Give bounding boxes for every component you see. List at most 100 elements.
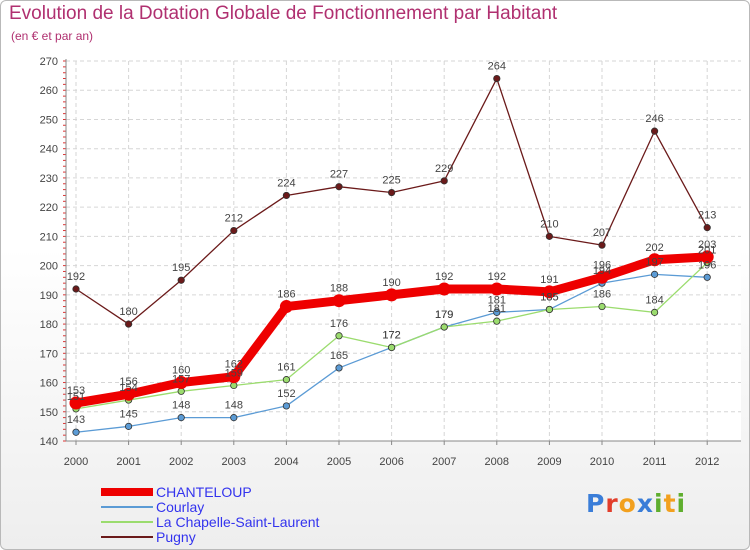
- y-tick-label: 260: [40, 85, 58, 97]
- data-label-pugny: 246: [645, 113, 663, 125]
- logo-letter: i: [654, 489, 664, 518]
- data-point-pugny: [177, 276, 185, 284]
- data-label-la-chapelle-saint-laurent: 185: [540, 291, 558, 303]
- data-point-la-chapelle-saint-laurent: [598, 302, 606, 311]
- data-point-pugny: [125, 320, 133, 328]
- data-label-la-chapelle-saint-laurent: 176: [330, 318, 348, 330]
- data-label-courlay: 197: [645, 256, 663, 268]
- x-tick-label: 2009: [537, 456, 561, 468]
- data-point-la-chapelle-saint-laurent: [440, 323, 448, 331]
- data-point-chanteloup: [595, 270, 609, 284]
- chart-title: Evolution de la Dotation Globale de Fonc…: [9, 3, 558, 24]
- data-label-chanteloup: 202: [645, 242, 663, 254]
- data-point-la-chapelle-saint-laurent: [493, 317, 501, 325]
- x-tick-label: 2008: [485, 456, 509, 468]
- data-point-pugny: [387, 188, 396, 197]
- data-label-courlay: 196: [698, 259, 716, 271]
- data-point-chanteloup: [437, 282, 451, 296]
- data-label-courlay: 165: [330, 350, 348, 362]
- data-label-la-chapelle-saint-laurent: 179: [435, 309, 453, 321]
- data-label-pugny: 192: [67, 271, 85, 283]
- y-tick-label: 240: [40, 144, 58, 156]
- data-label-chanteloup: 156: [119, 376, 137, 388]
- data-point-la-chapelle-saint-laurent: [545, 305, 554, 314]
- y-tick-label: 250: [40, 114, 58, 126]
- data-point-pugny: [650, 127, 659, 135]
- x-tick-label: 2007: [432, 456, 456, 468]
- data-point-courlay: [493, 308, 501, 316]
- data-point-courlay: [125, 422, 133, 430]
- logo-letter: o: [618, 489, 637, 518]
- data-point-la-chapelle-saint-laurent: [230, 381, 238, 390]
- data-point-chanteloup: [174, 376, 188, 390]
- y-tick-label: 150: [40, 407, 58, 419]
- data-label-la-chapelle-saint-laurent: 159: [225, 367, 243, 379]
- data-label-pugny: 210: [540, 218, 558, 230]
- data-label-chanteloup: 192: [488, 271, 506, 283]
- data-point-chanteloup: [648, 253, 662, 267]
- y-tick-label: 170: [40, 348, 58, 360]
- legend-swatch: [101, 536, 153, 538]
- legend-label: CHANTELOUP: [156, 484, 252, 500]
- data-label-courlay: 181: [488, 294, 506, 306]
- legend-swatch: [101, 521, 153, 523]
- data-point-pugny: [493, 74, 501, 83]
- data-label-la-chapelle-saint-laurent: 184: [645, 294, 663, 306]
- data-point-chanteloup: [385, 288, 399, 302]
- data-label-la-chapelle-saint-laurent: 186: [593, 289, 611, 301]
- data-label-courlay: 152: [277, 388, 295, 400]
- data-point-courlay: [650, 270, 659, 278]
- data-point-pugny: [335, 183, 343, 191]
- data-point-pugny: [230, 226, 238, 235]
- data-point-courlay: [335, 364, 343, 372]
- data-label-chanteloup: 196: [593, 259, 611, 271]
- data-label-pugny: 207: [593, 227, 611, 239]
- logo-letter: x: [636, 489, 654, 518]
- data-point-chanteloup: [332, 294, 346, 308]
- x-tick-label: 2000: [64, 456, 88, 468]
- data-label-pugny: 212: [225, 213, 243, 225]
- data-label-pugny: 225: [382, 175, 400, 187]
- y-tick-label: 160: [40, 378, 58, 390]
- y-tick-label: 200: [40, 261, 58, 273]
- data-label-chanteloup: 190: [382, 277, 400, 289]
- legend-label: Pugny: [156, 529, 196, 545]
- data-point-pugny: [703, 224, 711, 232]
- data-point-courlay: [282, 402, 290, 410]
- proxiti-logo: Proxiti: [586, 489, 686, 518]
- data-label-courlay: 172: [382, 329, 400, 341]
- data-point-pugny: [545, 232, 554, 240]
- x-tick-label: 2010: [590, 456, 614, 468]
- data-label-la-chapelle-saint-laurent: 181: [488, 303, 506, 315]
- logo-letter: i: [676, 489, 687, 518]
- data-point-pugny: [440, 177, 448, 185]
- y-tick-label: 140: [40, 436, 58, 448]
- data-label-pugny: 229: [435, 163, 453, 175]
- data-label-la-chapelle-saint-laurent: 151: [67, 391, 85, 403]
- data-point-courlay: [177, 414, 185, 422]
- data-point-chanteloup: [490, 282, 504, 296]
- x-tick-label: 2003: [222, 456, 246, 468]
- data-label-chanteloup: 192: [435, 271, 453, 283]
- data-point-courlay: [72, 428, 80, 436]
- y-tick-label: 210: [40, 231, 58, 243]
- y-tick-label: 190: [40, 290, 58, 302]
- data-label-pugny: 227: [330, 169, 348, 181]
- data-label-pugny: 195: [172, 262, 190, 274]
- data-label-pugny: 224: [277, 177, 295, 189]
- data-label-courlay: 179: [435, 309, 453, 321]
- data-point-chanteloup: [122, 387, 136, 401]
- legend-swatch: [101, 506, 153, 508]
- data-point-chanteloup: [227, 370, 241, 384]
- data-point-chanteloup: [700, 250, 714, 264]
- y-tick-label: 220: [40, 202, 58, 214]
- x-tick-label: 2001: [116, 456, 140, 468]
- data-point-courlay: [230, 414, 238, 422]
- y-tick-label: 230: [40, 173, 58, 185]
- data-label-courlay: 185: [540, 291, 558, 303]
- x-tick-label: 2005: [327, 456, 351, 468]
- data-label-courlay: 145: [119, 408, 137, 420]
- data-label-chanteloup: 186: [277, 289, 295, 301]
